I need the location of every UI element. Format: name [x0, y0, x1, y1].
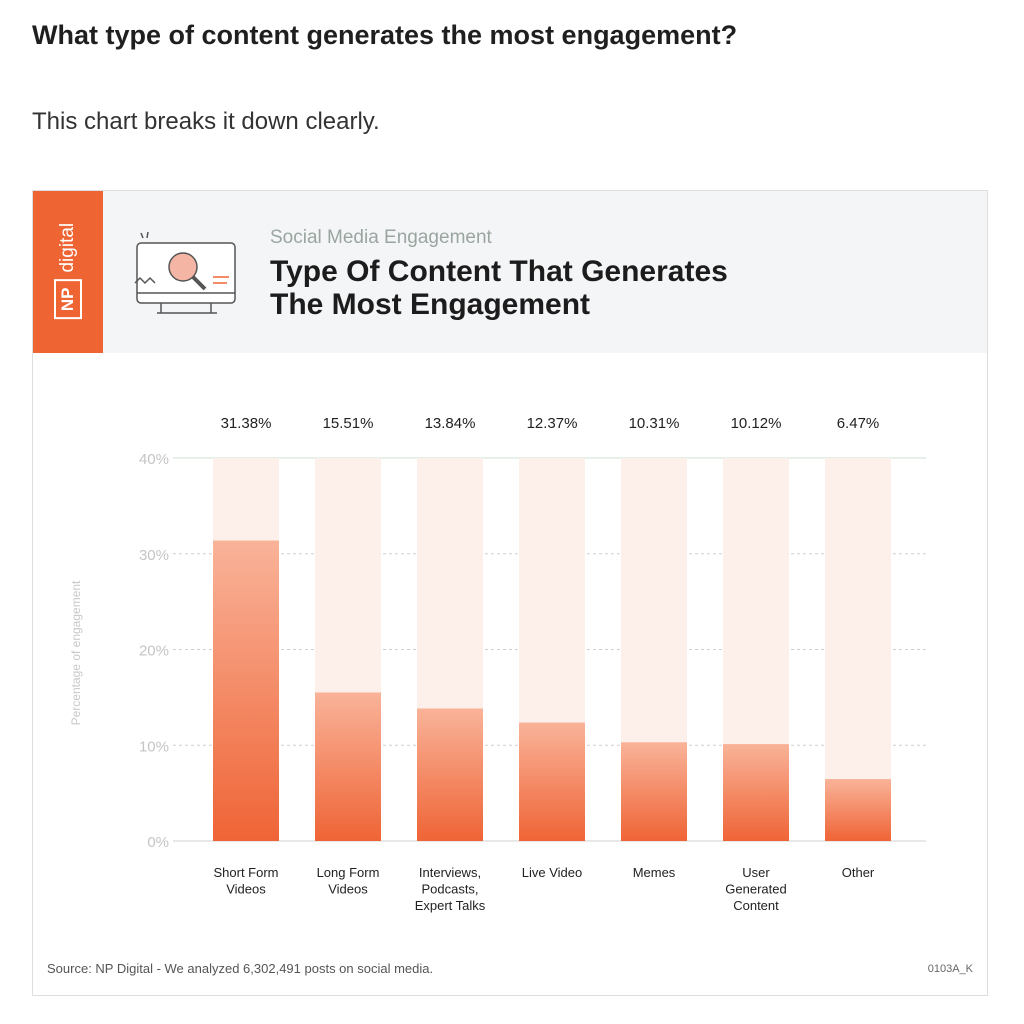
chart-title: Type Of Content That Generates The Most … — [270, 255, 728, 321]
y-tick-label: 30% — [139, 547, 169, 564]
category-label: Videos — [328, 882, 368, 897]
source-note: Source: NP Digital - We analyzed 6,302,4… — [47, 961, 434, 976]
logo-np: NP — [54, 279, 82, 320]
category-label: Live Video — [522, 865, 582, 880]
bar — [825, 779, 891, 841]
y-axis-label: Percentage of engagement — [69, 580, 83, 725]
np-digital-logo: NP digital — [54, 222, 82, 320]
value-label: 10.31% — [629, 415, 680, 432]
title-line-1: Type Of Content That Generates — [270, 255, 728, 288]
y-tick-label: 20% — [139, 643, 169, 660]
category-label: User — [742, 865, 770, 880]
category-label: Interviews, — [419, 865, 481, 880]
bar-background — [825, 458, 891, 841]
title-line-2: The Most Engagement — [270, 288, 591, 321]
category-label: Other — [842, 865, 875, 880]
category-label: Short Form — [213, 865, 278, 880]
category-label: Podcasts, — [421, 882, 478, 897]
chart-kicker: Social Media Engagement — [270, 227, 492, 248]
bar — [519, 722, 585, 841]
value-label: 6.47% — [837, 415, 880, 432]
y-tick-label: 0% — [147, 834, 169, 851]
y-tick-label: 40% — [139, 451, 169, 468]
category-label: Videos — [226, 882, 266, 897]
value-label: 12.37% — [527, 415, 578, 432]
monitor-search-icon — [134, 231, 236, 314]
page-question: What type of content generates the most … — [32, 20, 738, 50]
chart-header: NP digital Social Media Engagement Type … — [33, 191, 987, 353]
bar — [213, 540, 279, 841]
value-label: 10.12% — [731, 415, 782, 432]
category-label: Content — [733, 898, 779, 913]
value-label: 13.84% — [425, 415, 476, 432]
bar-chart: 0% 10% 20% 30% 40% 31.38% Short Form Videos 15.5… — [69, 415, 926, 913]
brand-sidebar: NP digital — [33, 191, 103, 353]
category-label: Expert Talks — [415, 898, 486, 913]
category-label: Generated — [725, 882, 786, 897]
category-label: Memes — [633, 865, 676, 880]
bar — [621, 742, 687, 841]
chart-card: NP digital Social Media Engagement Type … — [32, 190, 988, 996]
page-intro: This chart breaks it down clearly. — [32, 108, 380, 135]
bar — [417, 708, 483, 841]
value-label: 15.51% — [323, 415, 374, 432]
logo-digital: digital — [57, 222, 78, 273]
y-tick-label: 10% — [139, 738, 169, 755]
bar — [315, 692, 381, 841]
chart-code: 0103A_K — [927, 963, 973, 975]
value-label: 31.38% — [221, 415, 272, 432]
category-label: Long Form — [317, 865, 380, 880]
bar — [723, 744, 789, 841]
